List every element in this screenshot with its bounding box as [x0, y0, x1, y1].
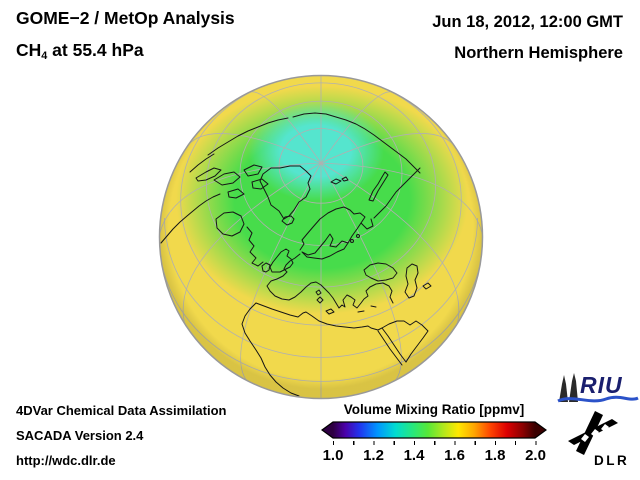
- colorbar-tick-label: 1.4: [403, 447, 425, 464]
- colorbar-tick-label: 1.0: [322, 447, 344, 464]
- colorbar-tick-label: 1.8: [484, 447, 506, 464]
- globe-limb: [158, 74, 484, 400]
- instrument-title: GOME−2 / MetOp Analysis: [16, 8, 235, 28]
- assimilation-label: 4DVar Chemical Data Assimilation: [16, 403, 227, 418]
- riu-logo: RIU: [556, 372, 640, 410]
- dlr-label: DLR: [594, 453, 630, 468]
- datetime-label: Jun 18, 2012, 12:00 GMT: [432, 13, 623, 31]
- colorbar-title: Volume Mixing Ratio [ppmv]: [343, 402, 525, 417]
- dlr-logo: DLR: [568, 411, 632, 471]
- colorbar-tick-label: 1.2: [363, 447, 384, 464]
- species-level-title: CH4 at 55.4 hPa: [16, 40, 144, 63]
- plot-title-block: GOME−2 / MetOp Analysis CH4 at 55.4 hPa: [16, 9, 235, 66]
- riu-wave: [557, 395, 639, 403]
- colorbar: Volume Mixing Ratio [ppmv] 1.0 1.2 1.4 1…: [321, 400, 547, 470]
- version-label: SACADA Version 2.4: [16, 428, 144, 443]
- cathedral-icon: [557, 373, 639, 403]
- datetime-block: Jun 18, 2012, 12:00 GMT Northern Hemisph…: [432, 13, 623, 62]
- region-label: Northern Hemisphere: [454, 44, 623, 62]
- url-label: http://wdc.dlr.de: [16, 453, 116, 468]
- colorbar-tick-label: 2.0: [525, 447, 546, 464]
- riu-label: RIU: [580, 372, 623, 398]
- globe-limb-shade: [159, 75, 483, 399]
- credits-block: 4DVar Chemical Data Assimilation SACADA …: [16, 403, 227, 478]
- colorbar-tick-label: 1.6: [444, 447, 465, 464]
- dlr-mark-icon: [568, 411, 618, 455]
- colorbar-gradient: [321, 421, 547, 439]
- colorbar-ticks: [333, 441, 537, 445]
- species-subscript: 4: [41, 50, 48, 63]
- colorbar-tick-labels: 1.0 1.2 1.4 1.6 1.8 2.0: [321, 447, 547, 465]
